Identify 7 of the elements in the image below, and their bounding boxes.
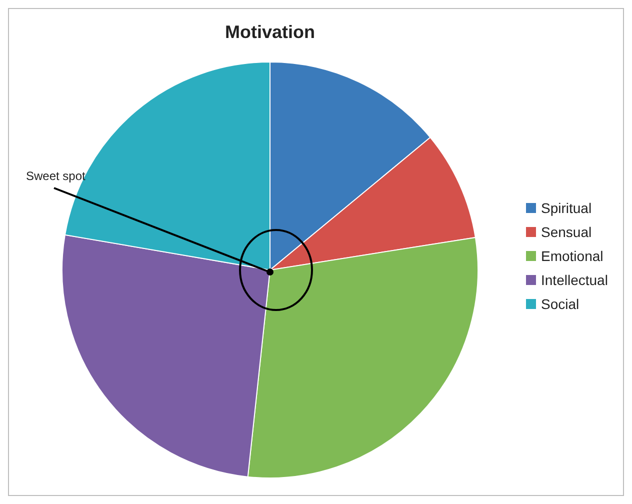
legend-label: Spiritual	[541, 200, 592, 216]
legend-label: Social	[541, 296, 580, 312]
legend-label: Emotional	[541, 248, 604, 264]
text: Sweet spot	[26, 169, 86, 183]
legend-label: Intellectual	[541, 272, 608, 288]
legend-label: Sensual	[541, 224, 592, 240]
chart-title: Motivation	[225, 22, 315, 42]
